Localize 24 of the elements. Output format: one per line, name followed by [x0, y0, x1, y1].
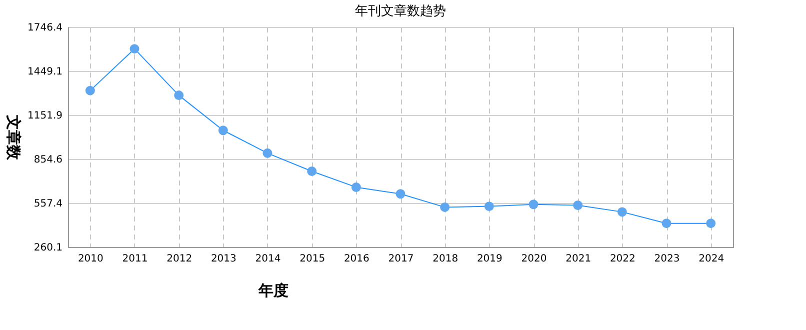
- x-tick-label: 2024: [698, 254, 724, 264]
- x-tick-label: 2013: [210, 254, 236, 264]
- x-tick-label: 2015: [300, 254, 326, 264]
- x-tick-label: 2020: [521, 254, 547, 264]
- chart-title: 年刊文章数趋势: [355, 4, 446, 19]
- x-tick-label: 2023: [654, 254, 680, 264]
- y-tick-label: 1449.1: [28, 66, 62, 78]
- x-axis-title: 年度: [258, 282, 288, 300]
- x-tick-label: 2017: [388, 254, 414, 264]
- x-tick-label: 2010: [78, 254, 104, 264]
- x-tick-label: 2019: [476, 254, 502, 264]
- x-tick-label: 2022: [610, 254, 636, 264]
- y-tick-label: 557.4: [34, 198, 62, 210]
- x-tick-label: 2011: [122, 254, 148, 264]
- y-tick-label: 1151.9: [28, 110, 62, 122]
- x-tick-label: 2021: [566, 254, 592, 264]
- y-tick-label: 1746.4: [28, 22, 62, 34]
- y-axis-title: 文章数: [4, 114, 23, 161]
- x-tick-label: 2018: [432, 254, 458, 264]
- x-tick-label: 2012: [166, 254, 192, 264]
- x-tick-label: 2016: [344, 254, 370, 264]
- y-tick-label: 260.1: [34, 242, 62, 254]
- y-tick-label: 854.6: [34, 154, 62, 166]
- x-tick-label: 2014: [255, 254, 281, 264]
